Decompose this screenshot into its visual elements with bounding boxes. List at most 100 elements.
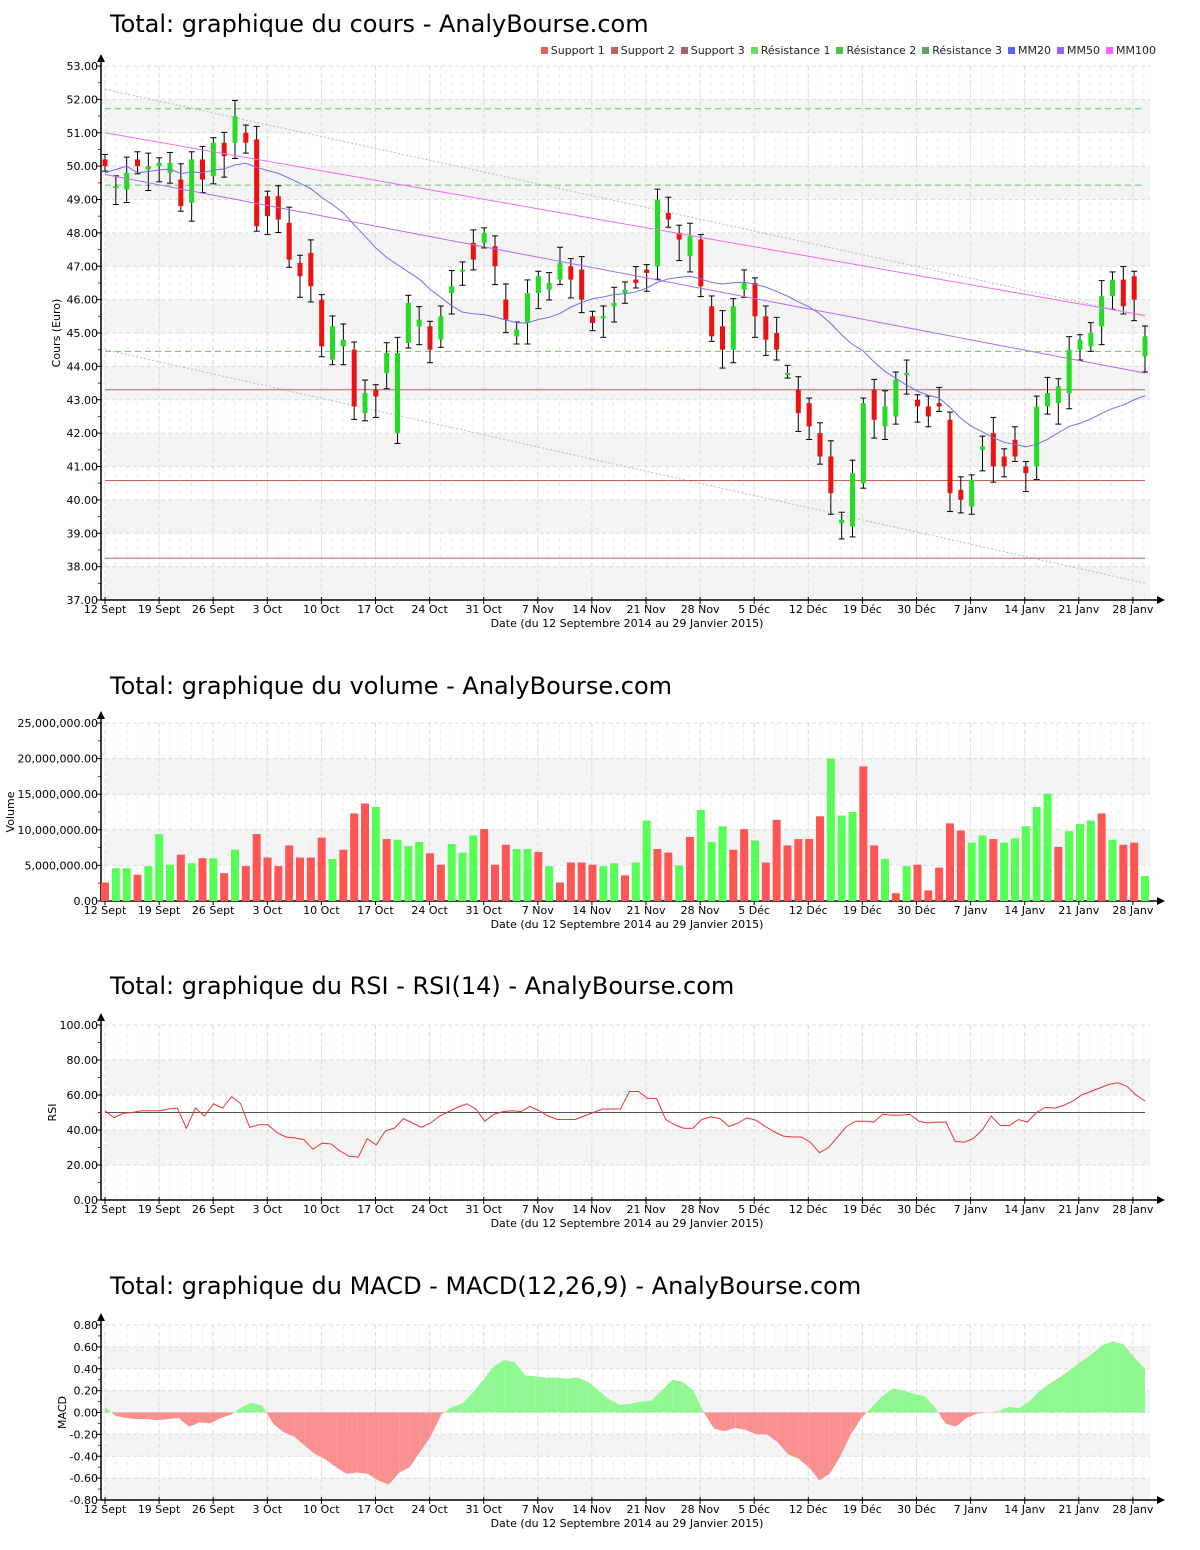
- svg-text:-0.80: -0.80: [70, 1494, 98, 1507]
- svg-text:20,000,000.00: 20,000,000.00: [18, 753, 98, 766]
- svg-text:7 Janv: 7 Janv: [954, 904, 988, 917]
- svg-text:21 Janv: 21 Janv: [1058, 1503, 1099, 1516]
- svg-text:19 Sept: 19 Sept: [138, 1203, 181, 1216]
- svg-text:31 Oct: 31 Oct: [465, 1503, 502, 1516]
- svg-text:28 Janv: 28 Janv: [1112, 603, 1153, 616]
- svg-text:31 Oct: 31 Oct: [465, 904, 502, 917]
- svg-text:28 Nov: 28 Nov: [681, 1203, 720, 1216]
- svg-text:28 Nov: 28 Nov: [681, 603, 720, 616]
- svg-text:80.00: 80.00: [67, 1054, 99, 1067]
- svg-text:21 Nov: 21 Nov: [627, 603, 666, 616]
- price-chart-legend: Support 1 Support 2 Support 3 Résistance 1 R…: [540, 44, 1156, 57]
- svg-text:0.20: 0.20: [74, 1385, 99, 1398]
- svg-text:5 Déc: 5 Déc: [738, 603, 770, 616]
- svg-text:-0.20: -0.20: [70, 1428, 98, 1441]
- svg-text:48.00: 48.00: [67, 227, 99, 240]
- svg-text:53.00: 53.00: [67, 60, 99, 73]
- svg-text:26 Sept: 26 Sept: [192, 603, 235, 616]
- svg-text:7 Janv: 7 Janv: [954, 1203, 988, 1216]
- svg-text:Cours (Euro): Cours (Euro): [50, 299, 63, 368]
- svg-text:Volume: Volume: [4, 791, 17, 832]
- svg-text:19 Sept: 19 Sept: [138, 1503, 181, 1516]
- svg-text:12 Déc: 12 Déc: [789, 1503, 828, 1516]
- svg-text:24 Oct: 24 Oct: [411, 904, 448, 917]
- svg-text:Date (du 12 Septembre 2014 au: Date (du 12 Septembre 2014 au 29 Janvier…: [491, 918, 764, 931]
- legend-swatch-icon: [836, 47, 844, 54]
- legend-item: MM20: [1008, 44, 1051, 57]
- svg-text:RSI: RSI: [46, 1104, 59, 1122]
- svg-text:12 Sept: 12 Sept: [84, 603, 127, 616]
- svg-text:24 Oct: 24 Oct: [411, 1503, 448, 1516]
- svg-text:5 Déc: 5 Déc: [738, 1503, 770, 1516]
- legend-swatch-icon: [1106, 47, 1114, 54]
- svg-text:5 Déc: 5 Déc: [738, 904, 770, 917]
- svg-text:0.00: 0.00: [74, 895, 99, 908]
- svg-text:5,000,000.00: 5,000,000.00: [25, 859, 98, 872]
- legend-item: Support 3: [680, 44, 745, 57]
- svg-text:12 Sept: 12 Sept: [84, 1503, 127, 1516]
- svg-text:12 Sept: 12 Sept: [84, 1203, 127, 1216]
- svg-text:39.00: 39.00: [67, 527, 99, 540]
- legend-label: Résistance 2: [846, 44, 917, 57]
- svg-text:37.00: 37.00: [67, 594, 99, 607]
- svg-text:47.00: 47.00: [67, 260, 99, 273]
- svg-text:19 Déc: 19 Déc: [843, 904, 882, 917]
- svg-text:31 Oct: 31 Oct: [465, 603, 502, 616]
- svg-text:0.00: 0.00: [74, 1407, 99, 1420]
- legend-label: MM50: [1067, 44, 1101, 57]
- svg-text:10 Oct: 10 Oct: [303, 1503, 340, 1516]
- svg-text:52.00: 52.00: [67, 93, 99, 106]
- svg-text:43.00: 43.00: [67, 394, 99, 407]
- svg-text:46.00: 46.00: [67, 294, 99, 307]
- svg-text:12 Déc: 12 Déc: [789, 603, 828, 616]
- svg-text:10 Oct: 10 Oct: [303, 603, 340, 616]
- svg-text:50.00: 50.00: [67, 160, 99, 173]
- svg-text:0.00: 0.00: [74, 1194, 99, 1207]
- svg-text:14 Janv: 14 Janv: [1004, 1503, 1045, 1516]
- legend-item: Support 2: [610, 44, 675, 57]
- svg-text:21 Nov: 21 Nov: [627, 904, 666, 917]
- svg-text:3 Oct: 3 Oct: [253, 1203, 283, 1216]
- svg-text:28 Nov: 28 Nov: [681, 1503, 720, 1516]
- svg-text:20.00: 20.00: [67, 1159, 99, 1172]
- legend-swatch-icon: [1057, 47, 1065, 54]
- svg-text:17 Oct: 17 Oct: [357, 603, 394, 616]
- svg-text:30 Déc: 30 Déc: [897, 1503, 936, 1516]
- svg-text:26 Sept: 26 Sept: [192, 1203, 235, 1216]
- svg-text:30 Déc: 30 Déc: [897, 1203, 936, 1216]
- svg-text:26 Sept: 26 Sept: [192, 904, 235, 917]
- svg-text:12 Déc: 12 Déc: [789, 1203, 828, 1216]
- svg-text:25,000,000.00: 25,000,000.00: [18, 717, 98, 730]
- legend-item: Résistance 2: [836, 44, 916, 57]
- svg-text:0.60: 0.60: [74, 1341, 99, 1354]
- svg-text:7 Nov: 7 Nov: [522, 1203, 554, 1216]
- svg-text:49.00: 49.00: [67, 194, 99, 207]
- svg-text:14 Nov: 14 Nov: [572, 1203, 611, 1216]
- svg-text:60.00: 60.00: [67, 1089, 99, 1102]
- svg-text:21 Nov: 21 Nov: [627, 1503, 666, 1516]
- legend-swatch-icon: [610, 47, 618, 54]
- volume-chart: 25,000,000.00 20,000,000.00 15,000,000.00 1…: [4, 711, 1165, 931]
- svg-text:40.00: 40.00: [67, 1124, 99, 1137]
- svg-text:30 Déc: 30 Déc: [897, 603, 936, 616]
- svg-text:28 Janv: 28 Janv: [1112, 1503, 1153, 1516]
- legend-item: Résistance 1: [750, 44, 831, 57]
- legend-swatch-icon: [922, 47, 930, 54]
- svg-text:0.80: 0.80: [74, 1319, 99, 1332]
- svg-text:100.00: 100.00: [60, 1019, 99, 1032]
- svg-text:12 Déc: 12 Déc: [789, 904, 828, 917]
- legend-label: Résistance 1: [760, 44, 831, 57]
- svg-text:3 Oct: 3 Oct: [253, 1503, 283, 1516]
- svg-text:19 Sept: 19 Sept: [138, 603, 181, 616]
- svg-text:28 Nov: 28 Nov: [681, 904, 720, 917]
- svg-text:21 Janv: 21 Janv: [1058, 603, 1099, 616]
- legend-swatch-icon: [540, 47, 548, 54]
- svg-text:14 Nov: 14 Nov: [572, 1503, 611, 1516]
- svg-text:15,000,000.00: 15,000,000.00: [18, 788, 98, 801]
- svg-text:14 Janv: 14 Janv: [1004, 1203, 1045, 1216]
- svg-text:-0.60: -0.60: [70, 1472, 98, 1485]
- svg-text:7 Nov: 7 Nov: [522, 904, 554, 917]
- svg-text:24 Oct: 24 Oct: [411, 1203, 448, 1216]
- svg-text:7 Nov: 7 Nov: [522, 603, 554, 616]
- svg-text:12 Sept: 12 Sept: [84, 904, 127, 917]
